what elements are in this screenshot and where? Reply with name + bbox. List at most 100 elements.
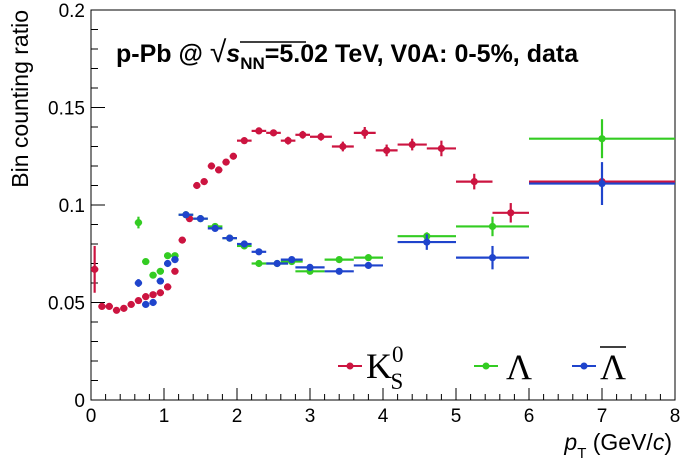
k0s-point [98,302,106,310]
lambda-point [134,216,143,229]
antilambda-point [178,211,194,219]
k0s-point [331,141,354,152]
k0s-marker [142,293,150,301]
k0s-marker [255,127,263,135]
antilambda-point [266,259,289,268]
k0s-point [200,178,208,186]
antilambda-point [353,261,383,270]
title-sqrt-sign: √ [210,36,227,69]
k0s-point [353,127,376,139]
antilambda-marker [134,279,143,287]
antilambda-point [134,279,143,287]
k0s-marker [207,162,216,170]
k0s-point [310,132,332,141]
axis-ticks [90,9,676,401]
k0s-point [171,267,179,275]
legend-k0s-sup: 0 [392,342,404,367]
antilambda-point [193,215,208,223]
x-tick-label: 3 [305,406,316,427]
k0s-point [156,289,164,297]
antilambda-point [529,162,675,205]
k0s-marker [470,178,478,186]
k0s-point [229,152,237,160]
lambda-point [156,267,164,275]
x-axis-title: pT (GeV/c) [563,429,672,462]
legend-k0s-marker [346,362,354,370]
lambda-marker [134,218,143,227]
k0s-point [142,293,150,301]
k0s-marker [317,133,325,141]
antilambda-point [280,256,303,264]
k0s-point [207,162,216,170]
x-axis-title-unit-pre: (GeV/ [586,429,653,455]
antilambda-marker [273,259,281,268]
k0s-point [295,130,310,139]
legend-antilambda-label: Λ [600,347,626,387]
antilambda-point [251,248,267,256]
y-tick-label: 0.05 [48,294,85,315]
k0s-point [164,283,172,291]
k0s-point [492,203,529,223]
antilambda-marker [164,259,172,268]
x-tick-label: 6 [524,406,535,427]
antilambda-marker [182,211,190,219]
k0s-marker [171,267,179,275]
antilambda-point [295,263,325,271]
lambda-marker [488,222,497,231]
lambda-marker [149,271,157,279]
k0s-point [178,236,186,244]
k0s-marker [193,181,201,190]
k0s-marker [112,306,121,314]
antilambda-marker [211,224,219,232]
antilambda-point [142,300,150,309]
antilambda-point [456,245,529,270]
k0s-point [112,306,121,314]
legend-antilambda-marker [580,362,588,370]
k0s-marker [98,302,106,310]
y-tick-label: 0.15 [48,99,85,120]
y-tick-label: 0.2 [59,1,85,22]
lambda-point [353,254,383,262]
k0s-point [134,296,143,305]
k0s-point [193,181,201,190]
y-tick-label: 0.1 [59,196,85,217]
k0s-marker [200,178,208,186]
x-tick-label: 1 [159,406,170,427]
x-axis-title-unit-c: c [653,429,665,455]
legend-entry-lambda: Λ [474,347,532,387]
x-tick-label: 5 [451,406,462,427]
lambda-marker [598,135,606,143]
lambda-point [164,252,172,260]
k0s-point [280,136,296,145]
antilambda-point [397,234,456,250]
title-suffix: =5.02 TeV, V0A: 0-5%, data [265,40,579,68]
lambda-point [142,257,150,266]
k0s-point [222,158,230,166]
antilambda-point [222,234,237,242]
k0s-marker [229,152,237,160]
legend-k0s-sub: S [391,369,404,394]
legend-entry-k0s: K0 S [338,342,404,394]
chart-title: p-Pb @ √sNN=5.02 TeV, V0A: 0-5%, data [116,36,579,73]
antilambda-marker [255,248,263,256]
k0s-marker [240,137,248,145]
lambda-marker [335,256,343,264]
x-axis-title-sub: T [577,445,586,462]
antilambda-point [324,267,354,275]
title-prefix: p-Pb @ [116,40,210,68]
lambda-point [251,259,267,268]
lambda-marker [255,259,263,268]
k0s-marker [437,144,445,153]
k0s-point [251,127,267,135]
k0s-point [127,300,135,309]
k0s-marker [215,166,223,174]
k0s-marker [149,291,157,299]
legend: K0 S Λ Λ [338,342,626,394]
x-tick-label: 4 [378,406,389,427]
k0s-point [237,137,252,145]
lambda-marker [364,254,372,262]
antilambda-marker [488,254,497,262]
antilambda-point [237,240,252,248]
lambda-point [456,216,529,237]
antilambda-marker [423,238,431,246]
